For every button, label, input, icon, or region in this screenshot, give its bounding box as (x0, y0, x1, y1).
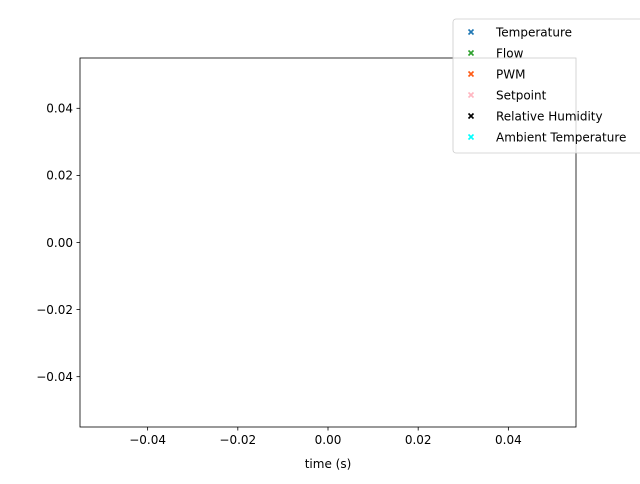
y-tick-label: 0.04 (46, 102, 73, 116)
x-axis-label: time (s) (305, 457, 352, 471)
x-tick-label: −0.02 (219, 433, 256, 447)
legend-label: Setpoint (496, 89, 547, 103)
x-tick-label: 0.04 (495, 433, 522, 447)
legend-label: PWM (496, 68, 525, 82)
y-tick-label: 0.02 (46, 169, 73, 183)
y-tick-label: −0.02 (36, 303, 73, 317)
legend-marker-x-icon (467, 49, 475, 57)
y-tick-label: 0.00 (46, 236, 73, 250)
x-tick-label: 0.02 (405, 433, 432, 447)
legend-box (452, 18, 640, 154)
legend-marker-x-icon (467, 133, 475, 141)
legend-label: Temperature (495, 26, 572, 40)
x-tick-label: 0.00 (315, 433, 342, 447)
legend-marker-x-icon (467, 112, 475, 120)
y-tick-label: −0.04 (36, 370, 73, 384)
legend-label: Ambient Temperature (496, 131, 626, 145)
legend-label: Flow (496, 47, 524, 61)
legend-marker-x-icon (467, 28, 475, 36)
x-tick-label: −0.04 (129, 433, 166, 447)
legend-marker-x-icon (467, 70, 475, 78)
legend-marker-x-icon (467, 91, 475, 99)
legend-label: Relative Humidity (496, 110, 603, 124)
